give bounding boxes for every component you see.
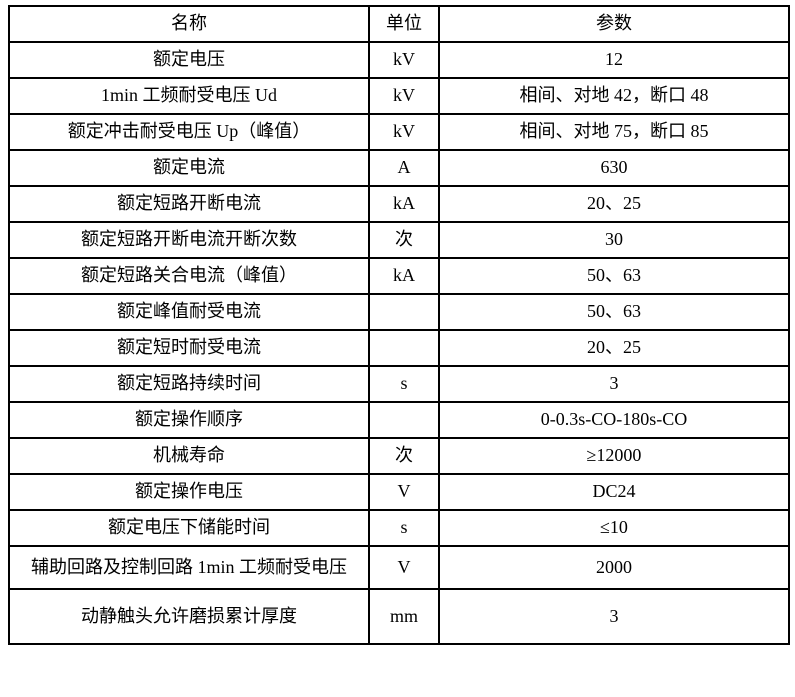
spec-name-cell: 机械寿命 <box>8 437 370 475</box>
spec-value-cell: ≥12000 <box>438 437 790 475</box>
spec-name-cell: 额定短路关合电流（峰值） <box>8 257 370 295</box>
spec-value-cell: 30 <box>438 221 790 259</box>
spec-unit-cell: kV <box>368 41 440 79</box>
spec-name-cell: 额定电压下储能时间 <box>8 509 370 547</box>
spec-value-cell: 630 <box>438 149 790 187</box>
spec-value-cell: 50、63 <box>438 257 790 295</box>
spec-name-cell: 动静触头允许磨损累计厚度 <box>8 588 370 645</box>
spec-unit-cell: A <box>368 149 440 187</box>
spec-name-cell: 额定短路开断电流开断次数 <box>8 221 370 259</box>
spec-value-cell: 12 <box>438 41 790 79</box>
table-row: 机械寿命 次 ≥12000 <box>8 437 790 475</box>
spec-name-cell: 额定短时耐受电流 <box>8 329 370 367</box>
spec-name-cell: 额定操作顺序 <box>8 401 370 439</box>
spec-value-cell: 3 <box>438 365 790 403</box>
table-row: 动静触头允许磨损累计厚度 mm 3 <box>8 588 790 645</box>
spec-value-cell: ≤10 <box>438 509 790 547</box>
spec-value-cell: 0-0.3s-CO-180s-CO <box>438 401 790 439</box>
header-name: 名称 <box>8 5 370 43</box>
spec-value-cell: 3 <box>438 588 790 645</box>
header-row: 名称 单位 参数 <box>8 5 790 43</box>
spec-value-cell: 2000 <box>438 545 790 590</box>
spec-name-cell: 额定峰值耐受电流 <box>8 293 370 331</box>
table-row: 额定电压下储能时间 s ≤10 <box>8 509 790 547</box>
spec-unit-cell: kA <box>368 185 440 223</box>
table-row: 额定操作顺序 0-0.3s-CO-180s-CO <box>8 401 790 439</box>
spec-name-cell: 额定短路持续时间 <box>8 365 370 403</box>
spec-unit-cell: V <box>368 473 440 511</box>
table-row: 额定短路关合电流（峰值） kA 50、63 <box>8 257 790 295</box>
spec-unit-cell: V <box>368 545 440 590</box>
table-row: 额定短路持续时间 s 3 <box>8 365 790 403</box>
spec-name-cell: 辅助回路及控制回路 1min 工频耐受电压 <box>8 545 370 590</box>
spec-table: 名称 单位 参数 额定电压 kV 12 1min 工频耐受电压 Ud kV 相间… <box>8 5 790 645</box>
spec-value-cell: 20、25 <box>438 185 790 223</box>
table-row: 额定电流 A 630 <box>8 149 790 187</box>
spec-value-cell: 相间、对地 75，断口 85 <box>438 113 790 151</box>
spec-unit-cell: s <box>368 365 440 403</box>
spec-name-cell: 1min 工频耐受电压 Ud <box>8 77 370 115</box>
spec-name-cell: 额定冲击耐受电压 Up（峰值） <box>8 113 370 151</box>
spec-unit-cell <box>368 401 440 439</box>
table-row: 额定冲击耐受电压 Up（峰值） kV 相间、对地 75，断口 85 <box>8 113 790 151</box>
header-unit: 单位 <box>368 5 440 43</box>
spec-unit-cell: kA <box>368 257 440 295</box>
spec-value-cell: 20、25 <box>438 329 790 367</box>
spec-name-cell: 额定操作电压 <box>8 473 370 511</box>
spec-unit-cell: 次 <box>368 437 440 475</box>
table-row: 额定峰值耐受电流 50、63 <box>8 293 790 331</box>
spec-unit-cell <box>368 293 440 331</box>
table-row: 额定短路开断电流开断次数 次 30 <box>8 221 790 259</box>
spec-value-cell: 50、63 <box>438 293 790 331</box>
spec-name-cell: 额定电压 <box>8 41 370 79</box>
header-value: 参数 <box>438 5 790 43</box>
table-row: 额定操作电压 V DC24 <box>8 473 790 511</box>
table-row: 辅助回路及控制回路 1min 工频耐受电压 V 2000 <box>8 545 790 590</box>
spec-table-header: 名称 单位 参数 <box>8 5 790 43</box>
spec-unit-cell: 次 <box>368 221 440 259</box>
spec-unit-cell <box>368 329 440 367</box>
table-row: 额定短时耐受电流 20、25 <box>8 329 790 367</box>
spec-name-cell: 额定电流 <box>8 149 370 187</box>
spec-value-cell: 相间、对地 42，断口 48 <box>438 77 790 115</box>
spec-unit-cell: kV <box>368 113 440 151</box>
spec-unit-cell: kV <box>368 77 440 115</box>
spec-unit-cell: s <box>368 509 440 547</box>
spec-value-cell: DC24 <box>438 473 790 511</box>
table-row: 额定短路开断电流 kA 20、25 <box>8 185 790 223</box>
table-row: 额定电压 kV 12 <box>8 41 790 79</box>
spec-name-cell: 额定短路开断电流 <box>8 185 370 223</box>
spec-unit-cell: mm <box>368 588 440 645</box>
spec-table-body: 额定电压 kV 12 1min 工频耐受电压 Ud kV 相间、对地 42，断口… <box>8 41 790 645</box>
table-row: 1min 工频耐受电压 Ud kV 相间、对地 42，断口 48 <box>8 77 790 115</box>
